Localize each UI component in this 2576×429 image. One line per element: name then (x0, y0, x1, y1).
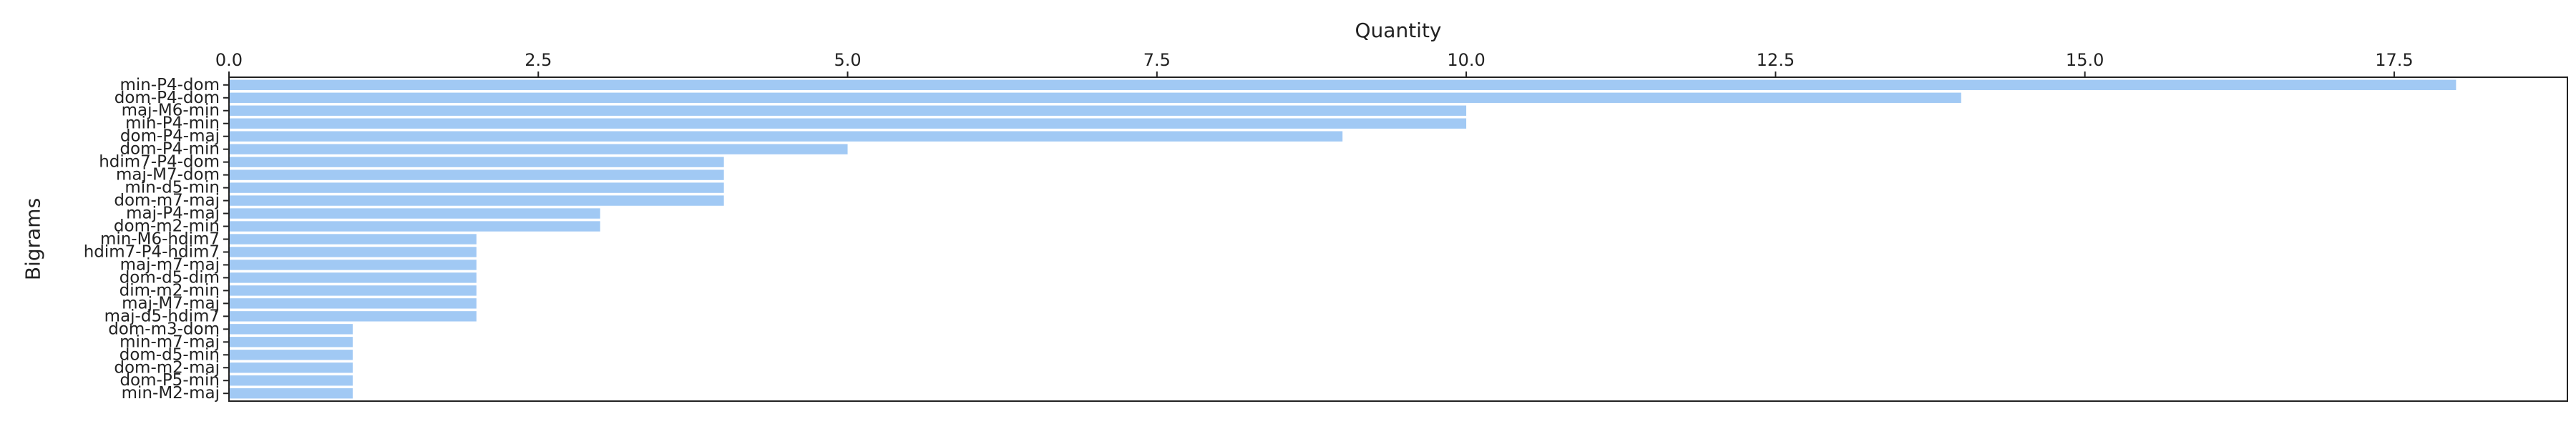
bar-dom-m3-dom (229, 324, 353, 335)
x-tick-label: 2.5 (525, 50, 552, 70)
y-tick-label: maj-P4-maj (126, 204, 220, 223)
x-tick-label: 0.0 (215, 50, 243, 70)
y-tick-label: maj-M7-dom (116, 166, 220, 184)
y-tick-label: min-P4-min (125, 114, 220, 133)
y-tick-label: min-M2-maj (122, 384, 220, 403)
bar-min-P4-dom (229, 79, 2457, 90)
bar-dom-d5-min (229, 350, 353, 360)
x-axis-ticks: 0.0 2.5 5.0 7.5 10.0 12.5 15.0 17.5 (215, 50, 2414, 77)
bar-min-P4-min (229, 118, 1467, 129)
bar-dim-m2-min (229, 285, 477, 296)
plot-frame (228, 77, 2568, 402)
bar-hdim7-P4-dom (229, 157, 724, 167)
bar-maj-M6-min (229, 105, 1467, 116)
bar-maj-d5-hdim7 (229, 311, 477, 322)
bar-hdim7-P4-hdim7 (229, 247, 477, 257)
y-tick-label: dom-d5-dim (119, 268, 220, 287)
y-tick-label: dim-m2-min (119, 281, 220, 300)
y-tick-label: hdim7-P4-hdim7 (84, 242, 220, 261)
bar-dom-m7-maj (229, 195, 724, 206)
x-tick-label: 15.0 (2066, 50, 2104, 70)
bar-maj-M7-maj (229, 298, 477, 309)
y-tick-label: min-d5-min (125, 179, 220, 197)
bar-maj-m7-maj (229, 260, 477, 270)
x-tick-label: 17.5 (2375, 50, 2413, 70)
bar-min-M6-hdim7 (229, 234, 477, 245)
y-axis-ticks: min-P4-domdom-P4-dommaj-M6-minmin-P4-min… (84, 76, 229, 403)
bar-dom-P5-min (229, 375, 353, 386)
x-tick-label: 5.0 (834, 50, 861, 70)
y-tick-label: dom-m2-maj (114, 358, 220, 377)
y-tick-label: dom-P5-min (119, 371, 220, 390)
x-axis-title: Quantity (1355, 19, 1442, 42)
x-tick-label: 10.0 (1447, 50, 1485, 70)
y-tick-label: dom-P4-maj (120, 127, 220, 146)
y-tick-label: maj-d5-hdim7 (104, 307, 220, 325)
bar-dom-P4-dom (229, 92, 1961, 103)
x-tick-label: 12.5 (1757, 50, 1795, 70)
y-tick-label: maj-M6-min (122, 102, 220, 120)
y-tick-label: hdim7-P4-dom (99, 153, 220, 172)
bar-dom-d5-dim (229, 272, 477, 283)
y-tick-label: dom-m2-min (114, 217, 220, 236)
bar-dom-P4-min (229, 144, 848, 154)
y-tick-label: min-M6-hdim7 (100, 230, 220, 249)
y-tick-label: maj-m7-maj (120, 255, 220, 274)
y-tick-label: dom-m7-maj (114, 192, 220, 210)
y-tick-label: min-m7-maj (119, 332, 220, 351)
bar-min-d5-min (229, 182, 724, 193)
y-tick-label: maj-M7-maj (122, 294, 220, 312)
bar-dom-m2-maj (229, 363, 353, 373)
bar-dom-P4-maj (229, 131, 1343, 142)
bar-dom-m2-min (229, 221, 600, 232)
y-tick-label: dom-P4-dom (114, 89, 220, 107)
bar-maj-M7-dom (229, 169, 724, 180)
bar-maj-P4-maj (229, 208, 600, 219)
y-tick-label: dom-d5-min (119, 345, 220, 364)
bars-group (229, 79, 2457, 399)
bar-min-M2-maj (229, 388, 353, 399)
bar-min-m7-maj (229, 337, 353, 347)
y-tick-label: min-P4-dom (119, 76, 220, 94)
y-tick-label: dom-m3-dom (108, 320, 220, 338)
y-axis-title: Bigrams (21, 198, 45, 280)
x-tick-label: 7.5 (1143, 50, 1171, 70)
y-tick-label: dom-P4-min (119, 140, 220, 159)
